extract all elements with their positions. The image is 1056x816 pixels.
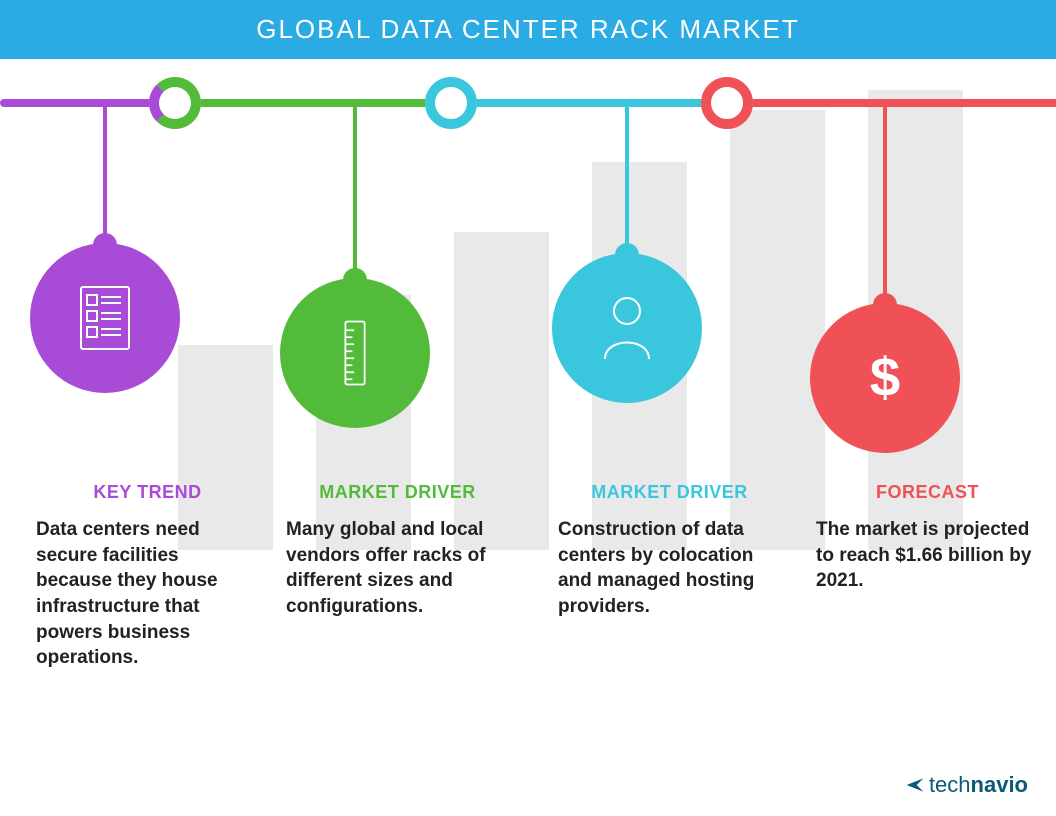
- person-icon: [552, 253, 702, 403]
- section-label: FORECAST: [810, 482, 1045, 503]
- timeline-segment: [727, 99, 1056, 107]
- timeline-ring: [149, 77, 201, 129]
- timeline-ring: [701, 77, 753, 129]
- ruler-icon: [280, 278, 430, 428]
- section-description: The market is projected to reach $1.66 b…: [810, 517, 1045, 594]
- section: $ FORECAST The market is projected to reac…: [810, 160, 1045, 594]
- section: MARKET DRIVER Construction of data center…: [552, 160, 787, 620]
- logo-prefix: tech: [929, 772, 971, 798]
- drop-line: [103, 103, 107, 243]
- drop-line: [625, 103, 629, 253]
- section-label: MARKET DRIVER: [280, 482, 515, 503]
- section-label: MARKET DRIVER: [552, 482, 787, 503]
- page-title: GLOBAL DATA CENTER RACK MARKET: [256, 14, 800, 44]
- timeline-segment: [451, 99, 738, 107]
- section: KEY TREND Data centers need secure facili…: [30, 160, 265, 671]
- svg-text:$: $: [870, 347, 900, 408]
- section-description: Many global and local vendors offer rack…: [280, 517, 515, 620]
- dollar-icon: $: [810, 303, 960, 453]
- section-description: Construction of data centers by colocati…: [552, 517, 787, 620]
- document-icon: [30, 243, 180, 393]
- timeline-ring: [425, 77, 477, 129]
- timeline-segment: [175, 99, 462, 107]
- drop-line: [353, 103, 357, 278]
- title-bar: GLOBAL DATA CENTER RACK MARKET: [0, 0, 1056, 59]
- section-description: Data centers need secure facilities beca…: [30, 517, 265, 671]
- technavio-logo: technavio: [905, 772, 1028, 798]
- section-label: KEY TREND: [30, 482, 265, 503]
- logo-bold: navio: [971, 772, 1028, 798]
- drop-line: [883, 103, 887, 303]
- section: MARKET DRIVER Many global and local vendo…: [280, 160, 515, 620]
